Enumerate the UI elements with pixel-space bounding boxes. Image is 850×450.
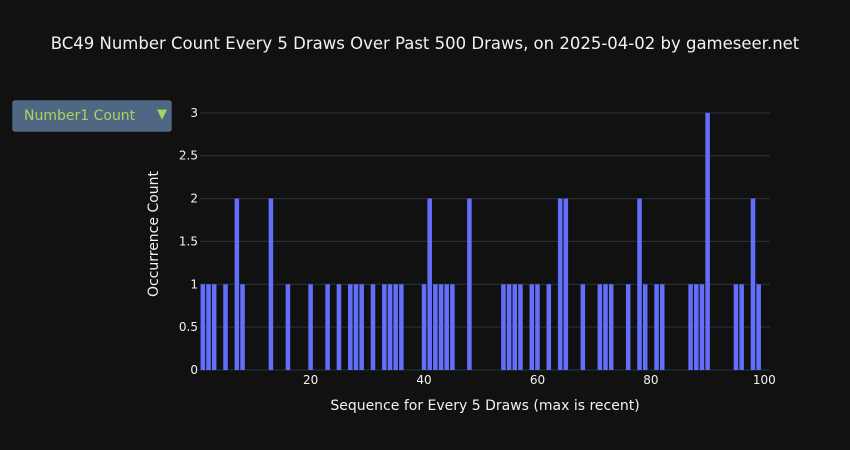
x-tick-label: 100: [753, 373, 776, 387]
bar: [659, 284, 665, 370]
bar: [450, 284, 455, 370]
y-tick-label: 2: [190, 192, 198, 206]
grid-lines: [200, 112, 770, 371]
y-tick-label: 1: [190, 277, 198, 291]
bar: [546, 284, 552, 370]
y-tick-label: 2.5: [179, 149, 198, 163]
bar: [733, 284, 739, 370]
y-tick-label: 0: [190, 363, 198, 377]
bar: [694, 284, 699, 370]
x-tick-label: 80: [643, 373, 658, 387]
bar: [529, 284, 535, 370]
bar: [756, 284, 761, 370]
bar: [206, 284, 211, 370]
dropdown-selected-label: Number1 Count: [24, 108, 136, 124]
bar: [654, 284, 659, 370]
bar: [501, 284, 506, 370]
bar: [535, 284, 540, 370]
y-axis-title: Occurrence Count: [146, 170, 162, 297]
bar: [688, 284, 693, 370]
bar: [211, 284, 217, 370]
bar: [580, 284, 586, 370]
bar: [512, 284, 518, 370]
bar: [336, 284, 342, 370]
bar: [603, 284, 608, 370]
bar: [444, 284, 449, 370]
chart-title: BC49 Number Count Every 5 Draws Over Pas…: [50, 34, 800, 53]
bar: [348, 284, 353, 370]
bar: [387, 284, 393, 370]
bar: [438, 284, 444, 370]
bar: [625, 284, 631, 370]
bar: [240, 284, 245, 370]
y-tick-label: 0.5: [179, 320, 198, 334]
bars: [200, 112, 761, 370]
bar: [285, 284, 291, 370]
bar: [597, 284, 603, 370]
bar: [705, 112, 710, 370]
chevron-down-icon: ▼: [157, 107, 167, 122]
number-select-dropdown[interactable]: Number1 Count ▼: [12, 100, 172, 132]
bar: [382, 284, 387, 370]
bar: [642, 284, 648, 370]
bar: [359, 284, 364, 370]
y-tick-label: 1.5: [179, 234, 198, 248]
bar: [433, 284, 438, 370]
bar: [427, 198, 432, 370]
bar: [563, 198, 569, 370]
bar: [506, 284, 512, 370]
bar: [308, 284, 313, 370]
x-tick-label: 60: [530, 373, 545, 387]
bar: [399, 284, 404, 370]
bar: [421, 284, 427, 370]
bar: [518, 284, 523, 370]
bar: [557, 198, 563, 370]
bar: [393, 284, 398, 370]
x-tick-labels: 20 40 60 80 100: [303, 373, 776, 387]
bar: [200, 284, 206, 370]
bar: [234, 198, 240, 370]
bar: [268, 198, 274, 370]
x-tick-label: 20: [303, 373, 318, 387]
x-tick-label: 40: [416, 373, 431, 387]
x-axis-title: Sequence for Every 5 Draws (max is recen…: [330, 398, 639, 414]
bar: [750, 198, 756, 370]
bar: [223, 284, 228, 370]
y-tick-label: 3: [190, 106, 198, 120]
bar: [467, 198, 472, 370]
bar: [699, 284, 705, 370]
bar: [370, 284, 376, 370]
bar: [325, 284, 330, 370]
bar: [353, 284, 359, 370]
bar: [739, 284, 744, 370]
y-tick-labels: 0 0.5 1 1.5 2 2.5 3: [179, 106, 198, 377]
bar: [608, 284, 614, 370]
bar: [637, 198, 642, 370]
